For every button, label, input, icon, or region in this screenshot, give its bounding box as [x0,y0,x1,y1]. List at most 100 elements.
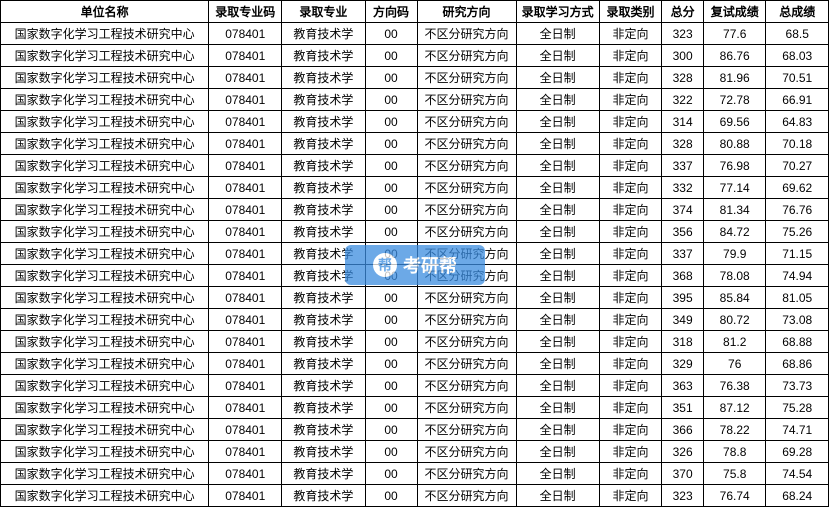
table-cell: 75.26 [766,221,829,243]
table-row: 国家数字化学习工程技术研究中心078401教育技术学00不区分研究方向全日制非定… [1,441,829,463]
table-cell: 全日制 [516,397,599,419]
table-cell: 教育技术学 [282,89,365,111]
table-cell: 078401 [209,221,282,243]
table-cell: 非定向 [599,111,661,133]
table-cell: 教育技术学 [282,243,365,265]
table-cell: 078401 [209,67,282,89]
table-header: 单位名称录取专业码录取专业方向码研究方向录取学习方式录取类别总分复试成绩总成绩 [1,1,829,23]
table-cell: 全日制 [516,353,599,375]
table-cell: 00 [365,353,417,375]
column-header-9: 总成绩 [766,1,829,23]
table-cell: 国家数字化学习工程技术研究中心 [1,353,209,375]
table-cell: 非定向 [599,375,661,397]
table-cell: 全日制 [516,419,599,441]
table-cell: 非定向 [599,199,661,221]
table-cell: 非定向 [599,45,661,67]
table-cell: 85.84 [703,287,765,309]
table-cell: 76 [703,353,765,375]
column-header-6: 录取类别 [599,1,661,23]
table-cell: 078401 [209,265,282,287]
table-cell: 非定向 [599,353,661,375]
table-cell: 68.03 [766,45,829,67]
table-cell: 078401 [209,111,282,133]
table-cell: 078401 [209,331,282,353]
column-header-8: 复试成绩 [703,1,765,23]
table-cell: 86.76 [703,45,765,67]
table-cell: 078401 [209,397,282,419]
table-cell: 80.72 [703,309,765,331]
table-cell: 全日制 [516,243,599,265]
table-cell: 非定向 [599,177,661,199]
table-cell: 00 [365,111,417,133]
table-cell: 国家数字化学习工程技术研究中心 [1,441,209,463]
table-cell: 74.54 [766,463,829,485]
table-cell: 全日制 [516,199,599,221]
table-row: 国家数字化学习工程技术研究中心078401教育技术学00不区分研究方向全日制非定… [1,265,829,287]
table-cell: 84.72 [703,221,765,243]
table-cell: 教育技术学 [282,463,365,485]
table-cell: 不区分研究方向 [417,375,516,397]
table-cell: 00 [365,419,417,441]
table-cell: 不区分研究方向 [417,485,516,507]
table-cell: 00 [365,375,417,397]
table-cell: 不区分研究方向 [417,45,516,67]
table-cell: 69.62 [766,177,829,199]
table-cell: 078401 [209,309,282,331]
table-cell: 教育技术学 [282,221,365,243]
table-cell: 全日制 [516,463,599,485]
table-cell: 337 [662,155,704,177]
table-cell: 328 [662,67,704,89]
table-cell: 非定向 [599,309,661,331]
table-cell: 全日制 [516,375,599,397]
table-cell: 68.86 [766,353,829,375]
table-cell: 非定向 [599,89,661,111]
table-cell: 教育技术学 [282,111,365,133]
table-cell: 73.73 [766,375,829,397]
column-header-1: 录取专业码 [209,1,282,23]
table-cell: 教育技术学 [282,155,365,177]
table-cell: 国家数字化学习工程技术研究中心 [1,111,209,133]
table-cell: 68.24 [766,485,829,507]
table-cell: 00 [365,199,417,221]
table-row: 国家数字化学习工程技术研究中心078401教育技术学00不区分研究方向全日制非定… [1,309,829,331]
table-cell: 77.14 [703,177,765,199]
table-cell: 非定向 [599,243,661,265]
table-cell: 078401 [209,375,282,397]
table-cell: 75.28 [766,397,829,419]
column-header-7: 总分 [662,1,704,23]
table-cell: 国家数字化学习工程技术研究中心 [1,221,209,243]
table-cell: 全日制 [516,45,599,67]
table-cell: 00 [365,67,417,89]
table-cell: 国家数字化学习工程技术研究中心 [1,89,209,111]
column-header-5: 录取学习方式 [516,1,599,23]
table-cell: 全日制 [516,441,599,463]
table-cell: 全日制 [516,89,599,111]
table-row: 国家数字化学习工程技术研究中心078401教育技术学00不区分研究方向全日制非定… [1,67,829,89]
table-cell: 078401 [209,287,282,309]
table-row: 国家数字化学习工程技术研究中心078401教育技术学00不区分研究方向全日制非定… [1,155,829,177]
table-cell: 370 [662,463,704,485]
table-cell: 不区分研究方向 [417,441,516,463]
table-cell: 全日制 [516,265,599,287]
table-cell: 87.12 [703,397,765,419]
table-cell: 66.91 [766,89,829,111]
table-cell: 368 [662,265,704,287]
table-cell: 非定向 [599,419,661,441]
table-cell: 078401 [209,441,282,463]
table-cell: 00 [365,221,417,243]
table-cell: 国家数字化学习工程技术研究中心 [1,23,209,45]
table-cell: 68.5 [766,23,829,45]
table-cell: 教育技术学 [282,331,365,353]
table-cell: 全日制 [516,23,599,45]
table-cell: 74.71 [766,419,829,441]
table-cell: 国家数字化学习工程技术研究中心 [1,67,209,89]
table-cell: 349 [662,309,704,331]
table-cell: 教育技术学 [282,309,365,331]
table-cell: 73.08 [766,309,829,331]
table-row: 国家数字化学习工程技术研究中心078401教育技术学00不区分研究方向全日制非定… [1,353,829,375]
table-cell: 不区分研究方向 [417,287,516,309]
table-cell: 356 [662,221,704,243]
table-cell: 非定向 [599,221,661,243]
table-cell: 078401 [209,23,282,45]
table-cell: 81.96 [703,67,765,89]
